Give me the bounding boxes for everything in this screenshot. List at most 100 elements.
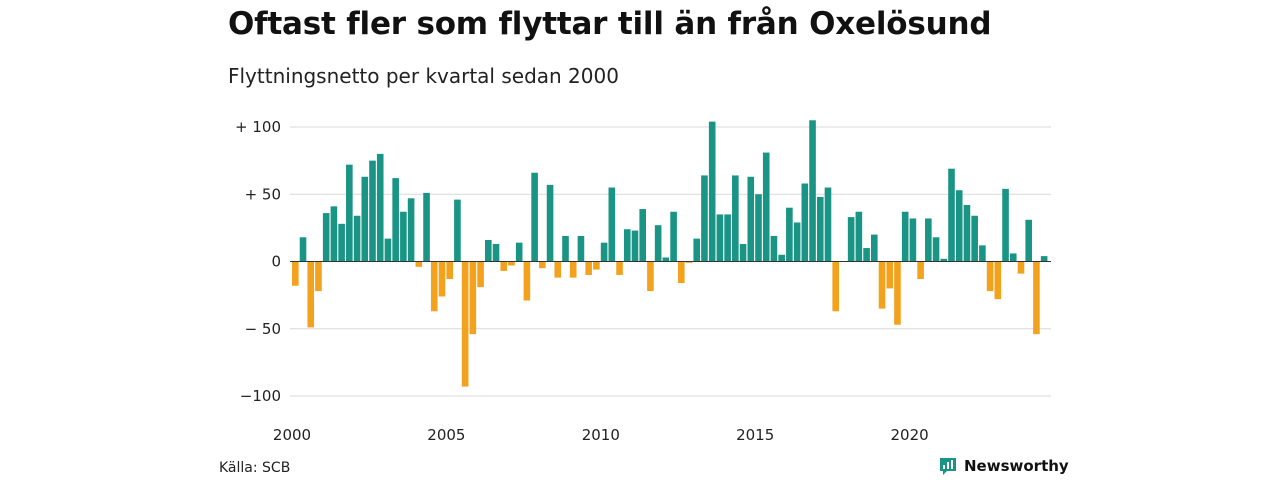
bar <box>971 215 978 262</box>
bar <box>786 207 793 262</box>
bar <box>1002 188 1009 262</box>
bar <box>986 261 994 292</box>
bar <box>600 242 608 262</box>
bar <box>438 261 446 297</box>
bar <box>909 218 917 262</box>
chart-title: Oftast fler som flyttar till än från Oxe… <box>228 6 992 42</box>
bar <box>492 244 500 262</box>
bar <box>477 261 484 288</box>
y-tick-label: 0 <box>271 253 281 271</box>
bar <box>616 261 623 275</box>
y-tick-label: + 100 <box>235 118 281 136</box>
x-axis-tick-labels: 2000 2005 2010 2015 2020 <box>273 426 929 444</box>
bar <box>369 160 376 262</box>
chart-subtitle: Flyttningsnetto per kvartal sedan 2000 <box>228 64 619 88</box>
bar <box>585 261 592 275</box>
bar <box>925 218 932 262</box>
bar <box>739 244 747 262</box>
bar <box>631 230 639 262</box>
bar <box>685 261 693 263</box>
bar <box>1017 261 1025 274</box>
bar <box>384 238 392 262</box>
bar <box>446 261 453 279</box>
bar <box>979 245 986 262</box>
bar <box>454 199 461 262</box>
bar <box>292 261 299 286</box>
bar <box>894 261 901 325</box>
y-tick-label: − 50 <box>245 320 281 338</box>
bar <box>400 211 407 262</box>
bar <box>515 242 523 262</box>
bar <box>701 175 708 262</box>
bar <box>346 164 353 262</box>
bar <box>778 254 785 262</box>
x-tick-label: 2010 <box>582 426 620 444</box>
bar <box>878 261 886 309</box>
bar <box>415 261 423 267</box>
bar <box>562 235 569 262</box>
bar <box>693 238 701 262</box>
bar <box>747 176 755 262</box>
x-tick-label: 2020 <box>891 426 929 444</box>
bar <box>809 120 816 262</box>
bar <box>863 248 870 262</box>
bar <box>376 153 384 262</box>
bar <box>886 261 894 289</box>
bar <box>662 257 670 262</box>
x-tick-label: 2015 <box>736 426 774 444</box>
bar <box>678 261 685 284</box>
bar <box>531 172 538 262</box>
bar <box>994 261 1002 300</box>
bar <box>500 261 508 271</box>
bar <box>1025 219 1032 262</box>
source-label: Källa: SCB <box>219 460 291 476</box>
grid-lines <box>290 126 1051 397</box>
bar <box>708 121 716 262</box>
bar <box>816 196 824 262</box>
bar <box>948 168 955 262</box>
bar <box>593 261 600 270</box>
bar <box>732 175 739 262</box>
bar <box>330 206 338 262</box>
bar <box>793 222 801 262</box>
bar <box>762 152 770 262</box>
bar <box>407 198 415 262</box>
bar <box>577 235 585 262</box>
bar <box>955 190 963 262</box>
bar <box>485 239 492 262</box>
bar <box>338 223 345 262</box>
bar <box>430 261 438 312</box>
bar <box>917 261 924 279</box>
newsworthy-logo-icon <box>940 458 956 475</box>
x-tick-label: 2005 <box>427 426 465 444</box>
bar <box>299 237 307 262</box>
bar <box>1009 253 1017 262</box>
bar <box>847 217 855 262</box>
bar <box>963 205 971 262</box>
bar <box>770 235 778 262</box>
bar <box>716 214 724 262</box>
bar <box>469 261 477 335</box>
bar <box>361 176 369 262</box>
bar <box>871 234 878 262</box>
x-tick-label: 2000 <box>273 426 311 444</box>
bar <box>1033 261 1040 335</box>
bar <box>315 261 322 292</box>
bar <box>901 211 909 262</box>
bar <box>569 261 577 278</box>
bar <box>647 261 654 292</box>
bar <box>539 261 546 269</box>
y-axis-tick-labels: + 100 + 50 0 − 50 −100 <box>235 118 281 405</box>
bar <box>724 214 731 262</box>
bar <box>523 261 531 301</box>
bar-chart: + 100 + 50 0 − 50 −100 2000 2005 2010 2015 2020 <box>235 118 1051 444</box>
bar <box>508 261 515 266</box>
bar <box>639 209 646 262</box>
bar <box>1040 256 1048 262</box>
brand-name: Newsworthy <box>964 457 1069 475</box>
bar <box>353 215 361 262</box>
bar <box>554 261 562 278</box>
bar <box>392 178 399 262</box>
bar <box>654 225 662 262</box>
brand-logo: Newsworthy <box>938 456 1069 476</box>
